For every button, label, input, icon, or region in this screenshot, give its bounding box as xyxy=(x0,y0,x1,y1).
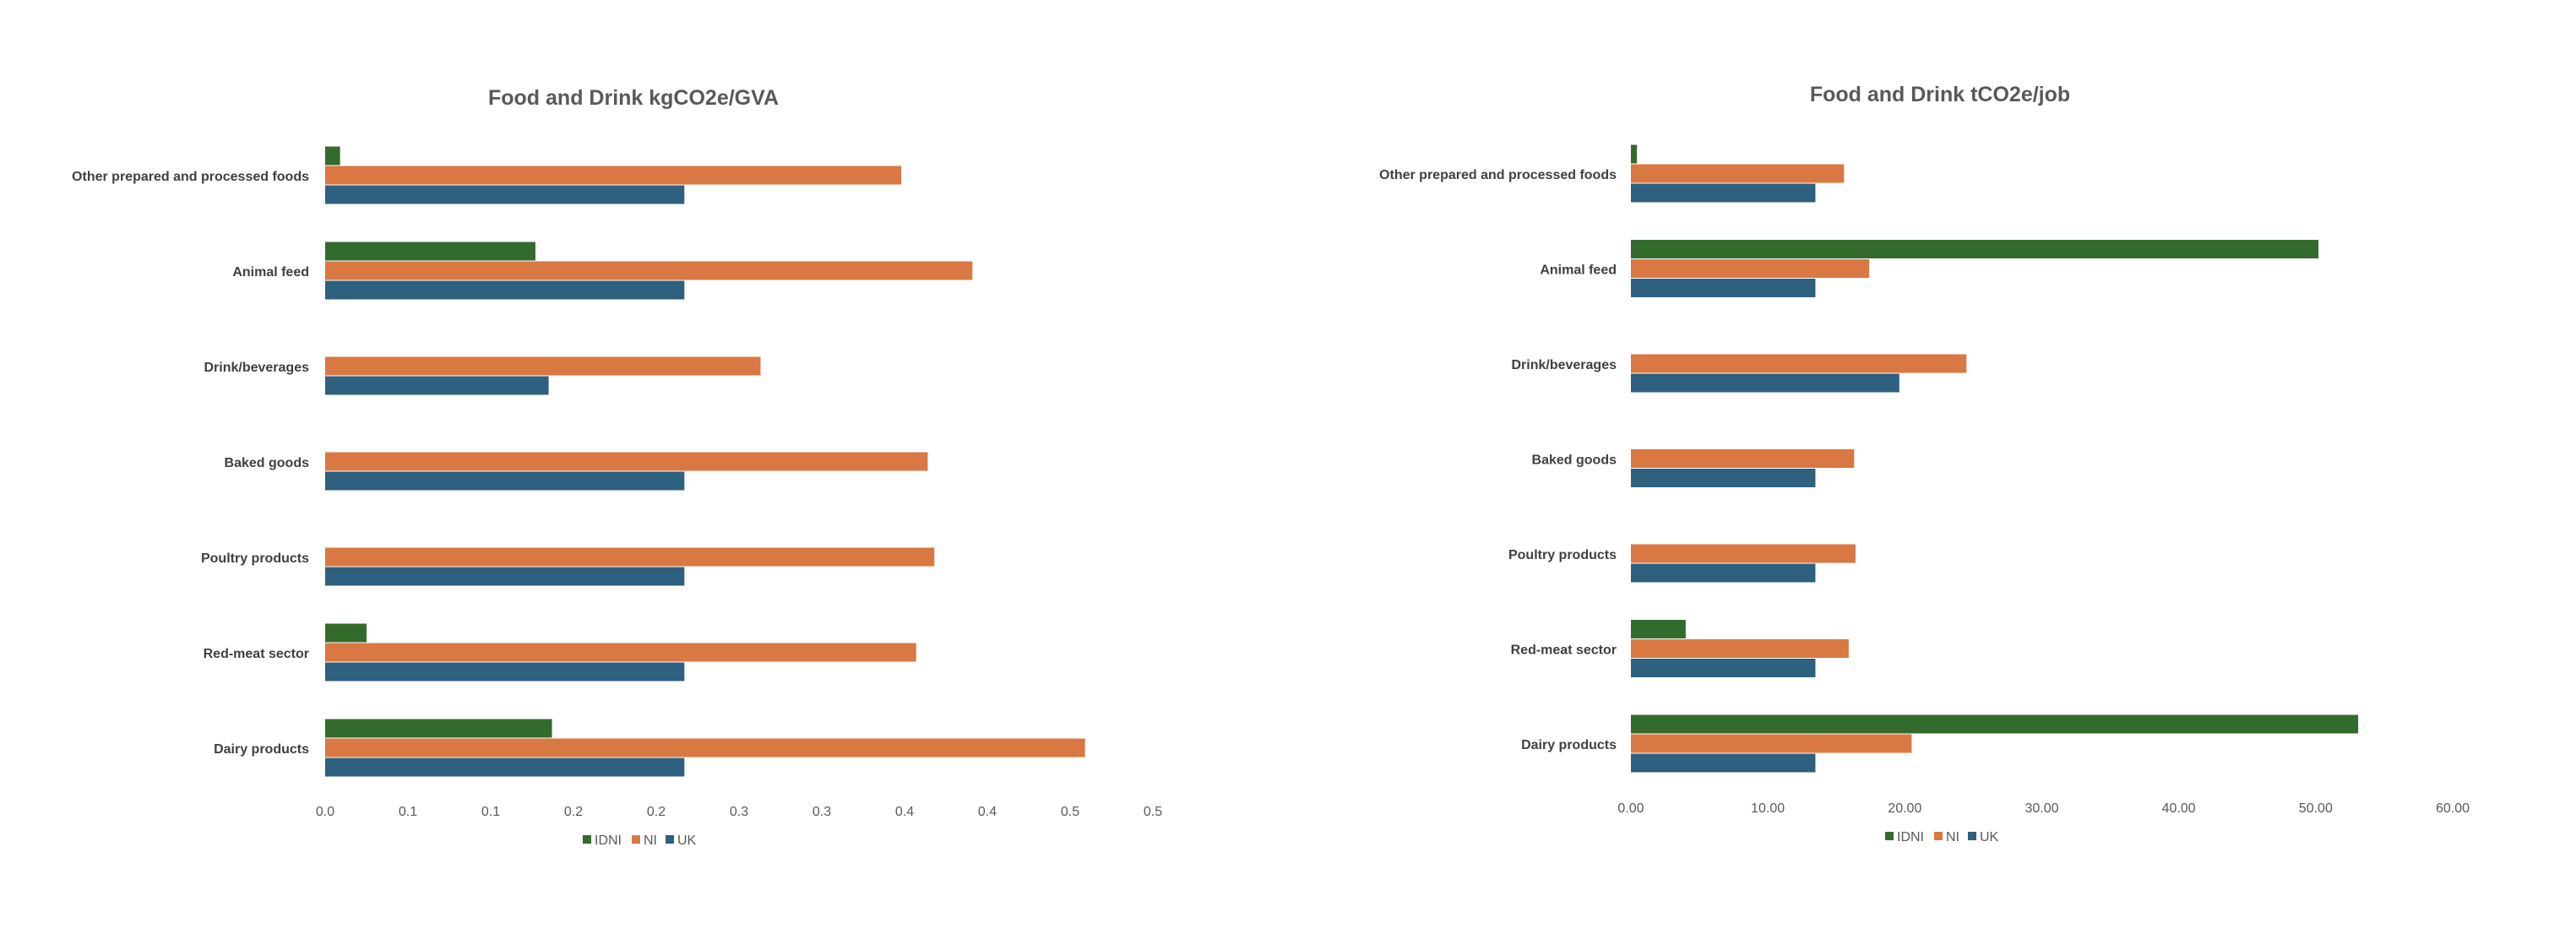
bar-idni xyxy=(325,146,340,166)
category-label: Dairy products xyxy=(214,742,309,757)
bar-idni xyxy=(1631,144,1638,164)
bar-uk xyxy=(325,758,685,777)
legend-label: NI xyxy=(1946,830,1959,844)
category-label: Baked goods xyxy=(1532,453,1617,468)
legend-swatch-idni xyxy=(1885,832,1894,840)
bar-uk xyxy=(325,662,685,681)
x-tick-label: 60.00 xyxy=(2436,801,2470,816)
legend-label: NI xyxy=(644,834,657,848)
legend-swatch-ni xyxy=(1934,832,1943,840)
bar-uk xyxy=(1631,279,1816,297)
bar-uk xyxy=(1631,659,1816,677)
bar-uk xyxy=(1631,373,1899,393)
bar-idni xyxy=(1631,620,1686,638)
bar-ni xyxy=(1631,734,1912,753)
category-label: Other prepared and processed foods xyxy=(1379,168,1617,182)
chart-1: Food and Drink kgCO2e/GVA Other prepared … xyxy=(72,86,1162,848)
category-label: Dairy products xyxy=(1521,738,1617,752)
bar-ni xyxy=(1631,354,1967,373)
bar-ni xyxy=(325,261,973,280)
legend-label: IDNI xyxy=(595,834,622,848)
legend-swatch-idni xyxy=(583,835,591,844)
bar-ni xyxy=(1631,639,1849,658)
chart-2: Food and Drink tCO2e/job Other prepared a… xyxy=(1379,83,2470,844)
x-tick-label: 0.00 xyxy=(1617,801,1644,816)
chart-title: Food and Drink tCO2e/job xyxy=(1810,83,2070,106)
bar-ni xyxy=(325,643,916,662)
bar-ni xyxy=(1631,164,1845,183)
category-label: Drink/beverages xyxy=(204,361,309,375)
bar-uk xyxy=(325,471,685,491)
category-label: Drink/beverages xyxy=(1511,358,1617,372)
x-tick-label: 50.00 xyxy=(2299,801,2333,816)
legend-swatch-uk xyxy=(1968,832,1976,840)
bar-ni xyxy=(325,166,902,185)
category-label: Animal feed xyxy=(1540,263,1617,278)
legend-label: UK xyxy=(1980,830,1999,844)
category-label: Baked goods xyxy=(225,456,310,470)
category-label: Red-meat sector xyxy=(204,647,309,661)
x-tick-label: 20.00 xyxy=(1888,801,1921,816)
bar-ni xyxy=(325,356,761,376)
x-tick-label: 10.00 xyxy=(1751,801,1785,816)
legend-swatch-uk xyxy=(666,835,674,844)
bar-ni xyxy=(1631,544,1856,563)
x-tick-label: 0.3 xyxy=(812,805,831,819)
bar-uk xyxy=(325,185,685,204)
bar-uk xyxy=(1631,753,1816,773)
bar-ni xyxy=(1631,259,1870,278)
bar-idni xyxy=(325,719,552,738)
legend-swatch-ni xyxy=(632,835,640,844)
bar-idni xyxy=(325,242,535,261)
category-label: Red-meat sector xyxy=(1511,643,1617,658)
x-tick-label: 0.2 xyxy=(647,805,666,819)
legend-label: IDNI xyxy=(1897,830,1924,844)
x-tick-label: 0.2 xyxy=(564,805,583,819)
x-tick-label: 0.5 xyxy=(1061,805,1079,819)
legend-label: UK xyxy=(677,834,697,848)
bar-uk xyxy=(1631,563,1816,583)
bar-uk xyxy=(325,280,685,300)
category-label: Other prepared and processed foods xyxy=(72,170,309,184)
bar-uk xyxy=(325,567,685,586)
x-tick-label: 0.3 xyxy=(730,805,748,819)
bar-ni xyxy=(1631,449,1855,468)
bar-uk xyxy=(1631,183,1816,203)
category-label: Poultry products xyxy=(1508,548,1617,562)
x-tick-label: 40.00 xyxy=(2162,801,2196,816)
x-tick-label: 0.4 xyxy=(978,805,997,819)
x-tick-label: 0.1 xyxy=(399,805,417,819)
bar-idni xyxy=(325,623,367,643)
bar-uk xyxy=(1631,469,1816,487)
x-tick-label: 0.1 xyxy=(481,805,500,819)
bar-idni xyxy=(1631,714,2359,734)
bar-idni xyxy=(1631,240,2319,258)
x-tick-label: 30.00 xyxy=(2024,801,2058,816)
bar-ni xyxy=(325,452,928,471)
x-tick-label: 0.4 xyxy=(895,805,914,819)
category-label: Poultry products xyxy=(201,551,309,566)
bar-uk xyxy=(325,376,549,395)
x-tick-label: 0.0 xyxy=(316,805,334,819)
chart-title: Food and Drink kgCO2e/GVA xyxy=(488,86,779,110)
bar-ni xyxy=(325,547,935,567)
category-label: Animal feed xyxy=(232,265,309,280)
bar-ni xyxy=(325,738,1085,758)
x-tick-label: 0.5 xyxy=(1144,805,1162,819)
